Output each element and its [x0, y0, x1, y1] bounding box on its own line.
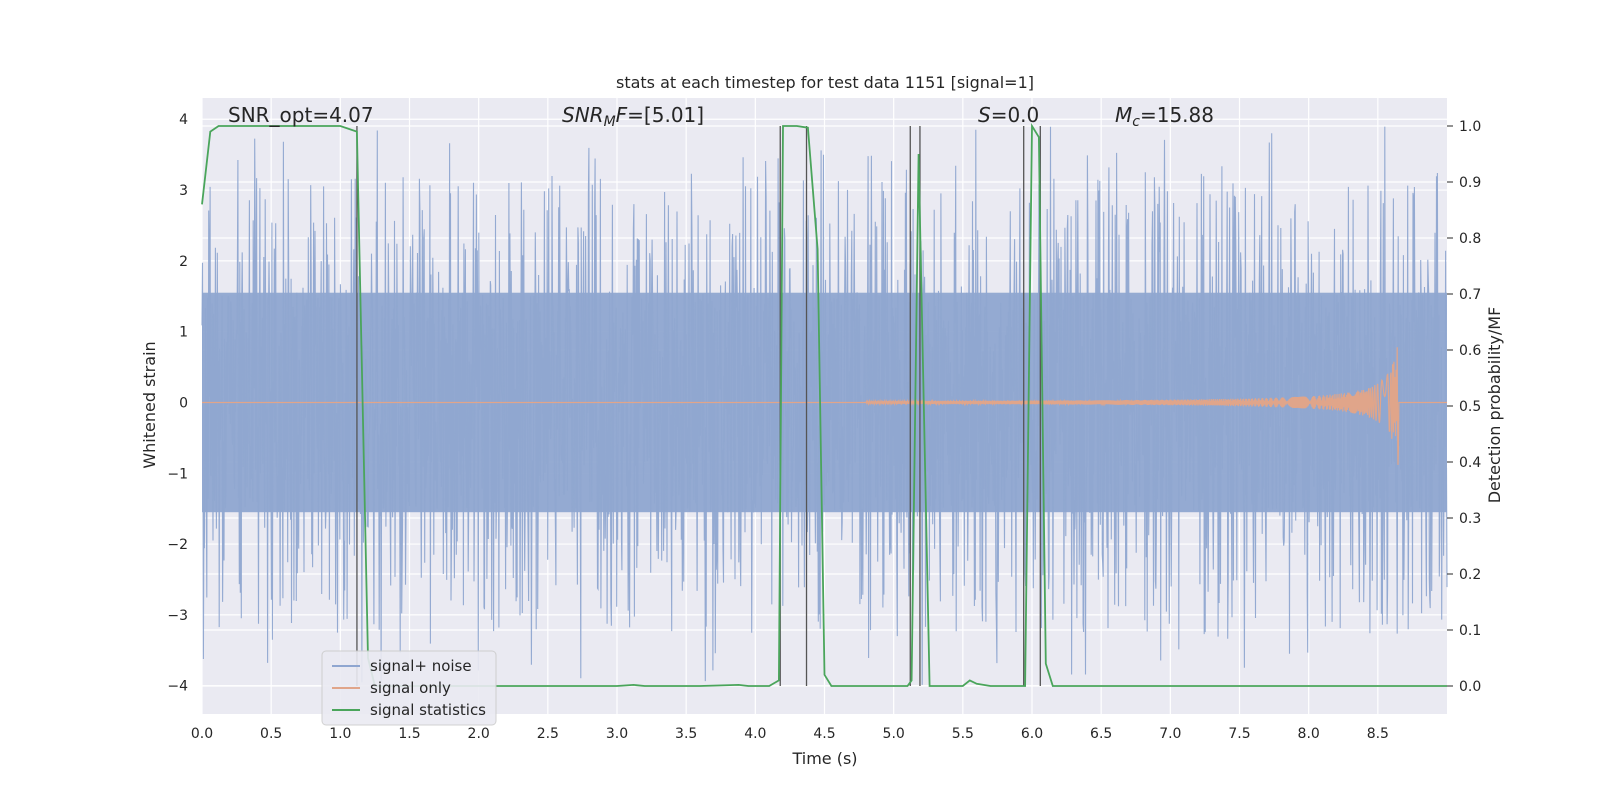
y-tick-label-right: 0.8 — [1459, 231, 1481, 247]
legend-box — [321, 650, 497, 726]
plot-area — [201, 98, 1448, 714]
y-tick-label-right: 0.6 — [1459, 343, 1481, 359]
signal-only-line — [202, 347, 1447, 465]
x-tick-label: 5.0 — [883, 726, 905, 742]
x-tick-label: 6.0 — [1021, 726, 1043, 742]
x-tick-label: 1.5 — [398, 726, 420, 742]
x-axis-label: Time (s) — [791, 749, 857, 768]
y-tick-label-left: 3 — [179, 183, 188, 199]
y-tick-label-left: −2 — [167, 537, 188, 553]
y-tick-label-left: 1 — [179, 325, 188, 341]
y-tick-label-right: 0.2 — [1459, 567, 1481, 583]
annotation-text: SNRMF=[5.01] — [562, 103, 704, 130]
y-tick-label-right: 0.0 — [1459, 679, 1481, 695]
y-tick-label-right: 0.1 — [1459, 623, 1481, 639]
y-tick-label-right: 0.5 — [1459, 399, 1481, 415]
x-tick-label: 0.5 — [260, 726, 282, 742]
annotation-text: SNR_opt=4.07 — [228, 103, 374, 127]
x-tick-label: 3.5 — [675, 726, 697, 742]
x-tick-label: 8.5 — [1367, 726, 1389, 742]
x-tick-label: 5.5 — [952, 726, 974, 742]
x-tick-label: 8.0 — [1298, 726, 1320, 742]
y-tick-label-left: 2 — [179, 254, 188, 270]
y-tick-label-left: 0 — [179, 395, 188, 411]
x-tick-label: 6.5 — [1090, 726, 1112, 742]
x-tick-label: 3.0 — [606, 726, 628, 742]
x-tick-label: 4.0 — [744, 726, 766, 742]
legend-label: signal+ noise — [370, 657, 472, 675]
y-tick-label-right: 0.3 — [1459, 511, 1481, 527]
y-axis-label-right: Detection probability/MF — [1485, 307, 1504, 504]
y-tick-label-left: −3 — [167, 608, 188, 624]
y-tick-label-left: −1 — [167, 466, 188, 482]
y-tick-label-left: 4 — [179, 112, 188, 128]
x-tick-label: 4.5 — [813, 726, 835, 742]
y-tick-label-right: 0.9 — [1459, 175, 1481, 191]
legend-label: signal only — [370, 679, 451, 697]
x-tick-label: 2.0 — [468, 726, 490, 742]
annotation-text: Mc=15.88 — [1115, 103, 1214, 130]
y-axis-label-left: Whitened strain — [140, 341, 159, 468]
y-tick-label-left: −4 — [167, 679, 188, 695]
x-tick-label: 7.0 — [1159, 726, 1181, 742]
signal-noise-line — [201, 126, 1448, 685]
x-tick-label: 7.5 — [1228, 726, 1250, 742]
y-tick-label-right: 0.4 — [1459, 455, 1481, 471]
legend-label: signal statistics — [370, 701, 486, 719]
x-tick-label: 1.0 — [329, 726, 351, 742]
annotation-text: S=0.0 — [978, 103, 1039, 127]
x-tick-label: 2.5 — [537, 726, 559, 742]
y-tick-label-right: 1.0 — [1459, 119, 1481, 135]
chart-title: stats at each timestep for test data 115… — [616, 73, 1034, 92]
x-tick-label: 0.0 — [191, 726, 213, 742]
signal-statistics-line — [201, 122, 1447, 687]
y-tick-label-right: 0.7 — [1459, 287, 1481, 303]
